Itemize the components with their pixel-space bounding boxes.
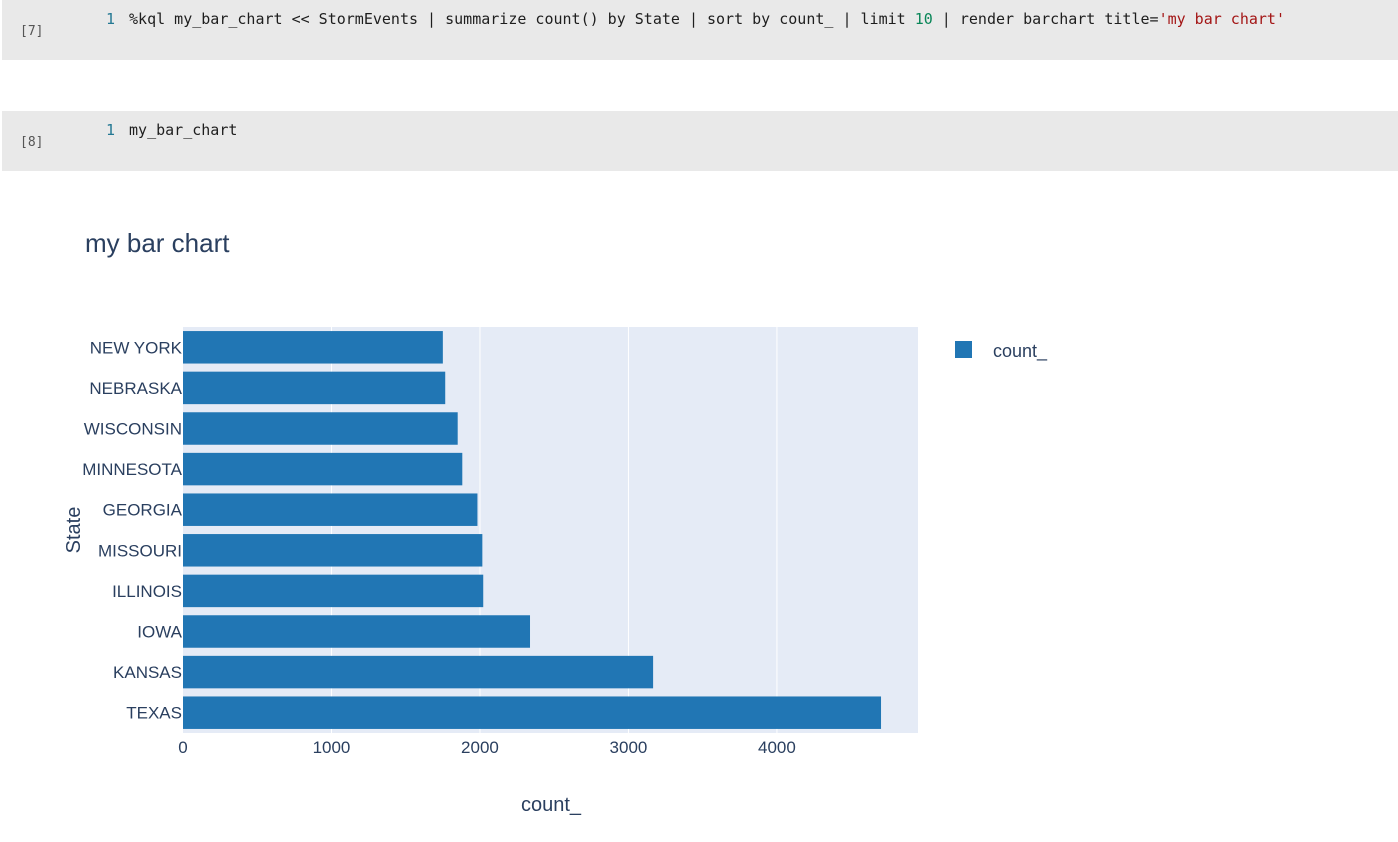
code-text: my_bar_chart [129, 121, 238, 139]
line-number: 1 [106, 121, 116, 139]
cell-execution-count: [7] [20, 24, 44, 39]
code-text-mid: | render barchart title= [932, 10, 1159, 28]
bar-georgia[interactable] [183, 493, 478, 526]
bar-nebraska[interactable] [183, 371, 446, 405]
y-tick-label: NEBRASKA [89, 379, 182, 398]
x-tick-label: 3000 [610, 738, 648, 757]
x-tick-label: 1000 [313, 738, 351, 757]
y-tick-label: ILLINOIS [112, 582, 182, 601]
bar-chart-output: my bar chart TEXAS KANSAS IOWA ILLINOIS MISS… [63, 228, 1048, 816]
x-tick-label: 4000 [758, 738, 796, 757]
y-tick-label: TEXAS [126, 704, 182, 723]
code-cell-8[interactable]: [8] 1 my_bar_chart [2, 111, 1398, 171]
code-string-literal: 'my bar chart' [1158, 10, 1285, 28]
code-cell-7[interactable]: [7] 1 %kql my_bar_chart << StormEvents | … [2, 0, 1398, 60]
y-axis-ticks: TEXAS KANSAS IOWA ILLINOIS MISSOURI GEORGIA MI… [82, 338, 182, 722]
bars [183, 331, 882, 729]
bar-kansas[interactable] [183, 655, 654, 689]
x-axis-title: count_ [521, 794, 582, 816]
y-axis-title: State [63, 507, 85, 554]
y-tick-label: MINNESOTA [82, 460, 182, 479]
cell-execution-count: [8] [20, 135, 44, 150]
code-line[interactable]: 1 %kql my_bar_chart << StormEvents | summ… [106, 10, 1285, 28]
x-tick-label: 2000 [461, 738, 499, 757]
y-tick-label: MISSOURI [98, 541, 182, 560]
x-axis-ticks: 0 1000 2000 3000 4000 [178, 738, 796, 757]
chart-title: my bar chart [85, 228, 230, 258]
code-number-literal: 10 [914, 10, 933, 28]
y-tick-label: NEW YORK [90, 338, 183, 357]
y-tick-label: IOWA [137, 623, 182, 642]
bar-iowa[interactable] [183, 615, 531, 648]
bar-texas[interactable] [183, 696, 882, 729]
bar-missouri[interactable] [183, 534, 483, 567]
y-tick-label: GEORGIA [103, 501, 183, 520]
x-tick-label: 0 [178, 738, 187, 757]
line-number: 1 [106, 10, 116, 28]
bar-wisconsin[interactable] [183, 412, 458, 445]
code-line[interactable]: 1 my_bar_chart [106, 121, 237, 139]
legend-label: count_ [993, 341, 1048, 362]
legend[interactable]: count_ [955, 341, 1048, 362]
bar-illinois[interactable] [183, 574, 484, 608]
bar-new-york[interactable] [183, 331, 443, 364]
y-tick-label: KANSAS [113, 663, 182, 682]
bar-minnesota[interactable] [183, 452, 463, 486]
legend-swatch [955, 341, 972, 358]
y-tick-label: WISCONSIN [84, 420, 182, 439]
code-text: %kql my_bar_chart << StormEvents | summa… [129, 10, 915, 28]
